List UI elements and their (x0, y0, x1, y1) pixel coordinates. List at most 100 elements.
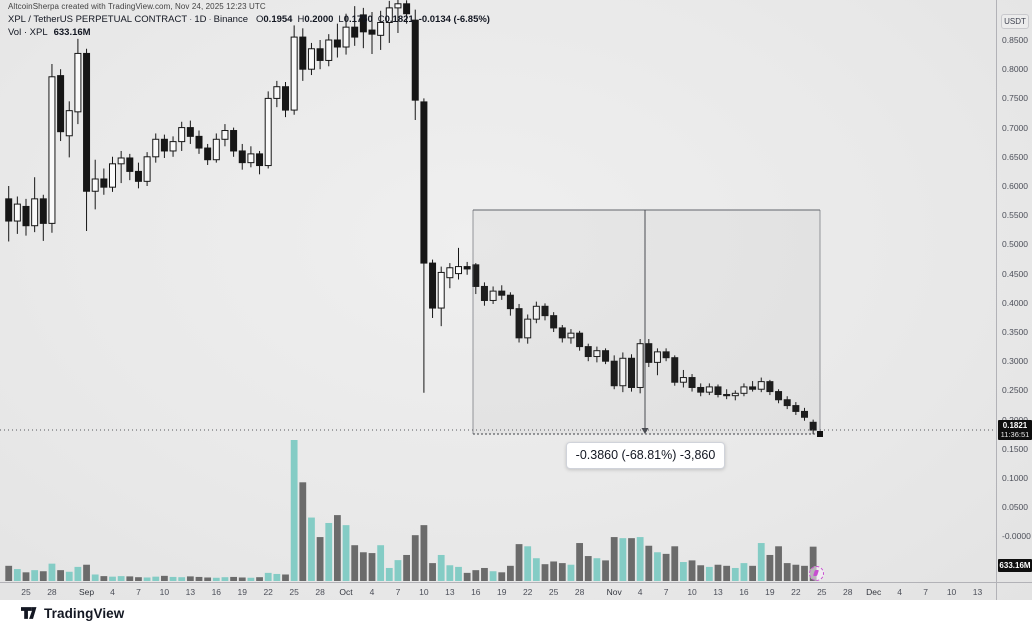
time-axis-label: 22 (791, 587, 801, 597)
candle-body: Oct 18 O0.404 H0.428 L0.398 C0.42 (489, 290, 497, 301)
currency-unit-button[interactable]: USDT (1001, 14, 1029, 29)
candle-body: Nov 8 O0.306 H0.31 L0.258 C0.264 (671, 357, 679, 383)
volume-bar: Nov 18 vol 700M (757, 543, 765, 581)
tradingview-logo[interactable]: TradingView (19, 605, 124, 621)
measure-handle[interactable] (817, 431, 823, 437)
candle-body: Oct 12 O0.391 H0.462 L0.36 C0.452 (437, 271, 445, 309)
candle-body: Sep 29 O0.815 H0.86 L0.805 C0.85 (325, 39, 333, 61)
reaction-sticker-icon[interactable] (809, 566, 824, 581)
time-axis-label: 10 (946, 587, 957, 597)
volume-bar: Sep 22 vol 150M (264, 572, 272, 581)
candle-body: Sep 7 O0.625 H0.64 L0.596 C0.608 (134, 170, 142, 182)
candle-body: Nov 14 O0.243 H0.252 L0.235 C0.241 (723, 393, 731, 397)
time-axis-label: 22 (522, 587, 533, 597)
volume-bar: Oct 15 vol 150M (463, 572, 471, 581)
tradingview-logo-icon (21, 607, 37, 619)
volume-bar: Nov 5 vol 650M (645, 545, 653, 581)
candle-body: Nov 13 O0.256 H0.26 L0.238 C0.243 (714, 386, 722, 395)
volume-bar: Aug 31 vol 260M (74, 566, 82, 581)
volume-bar: Aug 27 vol 180M (39, 571, 47, 581)
candle-body: Oct 20 O0.413 H0.418 L0.378 C0.39 (506, 294, 514, 310)
candle-body: Sep 21 O0.655 H0.66 L0.62 C0.635 (256, 153, 264, 167)
price-range-measure-tool[interactable] (472, 209, 823, 437)
time-axis-label: 10 (419, 587, 429, 597)
volume-bar: Nov 19 vol 480M (766, 554, 774, 581)
time-axis-label: 4 (637, 587, 643, 597)
volume-bar: Sep 15 vol 65M (204, 577, 212, 582)
volume-bar: Oct 20 vol 280M (507, 565, 514, 581)
volume-bar: Aug 24 vol 220M (13, 569, 21, 581)
time-axis-label: 4 (897, 587, 903, 597)
candle-body: Oct 9 O0.884 H0.902 L0.713 C0.747 (411, 19, 419, 101)
volume-bar: Nov 7 vol 500M (662, 553, 670, 581)
time-axis-label: 13 (713, 587, 723, 597)
volume-bar: Sep 8 vol 65M (143, 577, 151, 582)
volume-bar: Oct 14 vol 260M (455, 566, 462, 581)
candle-body: Oct 13 O0.443 H0.468 L0.425 C0.46 (446, 267, 454, 279)
candle-body: Sep 10 O0.68 H0.688 L0.648 C0.66 (160, 138, 168, 152)
price-chart-canvas[interactable]: Aug 23 vol 280MAug 24 vol 220MAug 25 vol… (0, 0, 996, 582)
price-axis-label: 0.5500 (1002, 210, 1028, 221)
candle-body: Oct 3 O0.893 H0.905 L0.836 C0.864 (359, 14, 367, 33)
candlestick-layer: Aug 23 O0.578 H0.6 L0.505 C0.54Aug 24 O0… (5, 0, 817, 435)
candle-body: Aug 25 O0.565 H0.578 L0.515 C0.532 (22, 205, 30, 227)
measure-rect-fill[interactable] (473, 210, 820, 434)
time-axis-label: 7 (395, 587, 401, 597)
candle-body: Oct 17 O0.428 H0.435 L0.395 C0.404 (480, 285, 488, 301)
chart-pane[interactable]: Aug 23 vol 280MAug 24 vol 220MAug 25 vol… (0, 0, 1032, 600)
volume-bar: Nov 9 vol 350M (680, 562, 687, 581)
candle-body: Sep 4 O0.598 H0.65 L0.59 C0.638 (109, 163, 116, 188)
candle-body: Oct 14 O0.45 H0.494 L0.44 C0.462 (455, 266, 462, 275)
volume-bar: Sep 17 vol 70M (221, 577, 229, 581)
price-axis-label: 0.0500 (1002, 502, 1028, 513)
volume-bar: Oct 25 vol 360M (550, 561, 558, 581)
tradingview-logo-text: TradingView (44, 605, 125, 621)
volume-bar: Nov 12 vol 260M (705, 566, 713, 581)
volume-bar: Aug 23 vol 280M (5, 565, 13, 581)
volume-bar: Oct 9 vol 845M (411, 535, 419, 581)
candle-body: Sep 3 O0.612 H0.63 L0.585 C0.598 (100, 178, 108, 188)
candle-body: Sep 14 O0.685 H0.695 L0.655 C0.665 (195, 135, 203, 149)
price-axis-label: 0.5000 (1002, 239, 1028, 250)
volume-bar: Sep 9 vol 80M (152, 576, 160, 581)
volume-bar: Sep 23 vol 130M (273, 573, 281, 581)
volume-bar: Nov 8 vol 640M (671, 546, 679, 581)
candle-body: Oct 10 O0.744 H0.75 L0.246 C0.468 (420, 101, 428, 264)
candle-body: Sep 6 O0.648 H0.655 L0.61 C0.625 (126, 157, 134, 172)
volume-bar: Sep 2 vol 120M (91, 574, 99, 581)
volume-bar: Sep 21 vol 70M (256, 577, 263, 581)
candle-body: Nov 17 O0.256 H0.266 L0.248 C0.252 (749, 386, 757, 390)
candle-body: Nov 1 O0.3 H0.31 L0.252 C0.258 (610, 360, 618, 387)
measure-result-label[interactable]: -0.3860 (-68.81%) -3,860 (566, 442, 725, 469)
time-axis-label: 25 (548, 587, 559, 597)
volume-bar: Oct 23 vol 420M (532, 558, 540, 581)
candle-body: Aug 30 O0.686 H0.745 L0.649 C0.729 (65, 110, 73, 137)
volume-bar: Nov 17 vol 280M (749, 565, 756, 581)
volume-bar: Oct 8 vol 480M (403, 554, 410, 581)
time-axis[interactable]: 25 28 Sep 4 7 10 13 16 19 22 25 28 Oct 4 7 10 13 16 19 22 25… (0, 582, 1032, 600)
volume-bar: Nov 23 vol 280M (801, 565, 808, 581)
candle-body: Sep 13 O0.7 H0.712 L0.672 C0.685 (186, 127, 194, 137)
volume-bar: Nov 24 vol 633.16M (809, 546, 817, 581)
time-axis-label: 25 (817, 587, 827, 597)
volume-bar: Nov 15 vol 240M (731, 567, 739, 581)
candle-body: Oct 28 O0.348 H0.352 L0.318 C0.325 (576, 332, 584, 348)
candle-body: Oct 24 O0.394 H0.399 L0.37 C0.378 (541, 305, 549, 317)
candle-body: Oct 7 O0.905 H0.92 L0.862 C0.912 (394, 3, 402, 9)
bar-close-countdown: 11:36:51 (1000, 430, 1030, 440)
candle-body: Nov 6 O0.298 H0.322 L0.276 C0.316 (653, 351, 661, 363)
candle-body: Sep 9 O0.65 H0.69 L0.64 C0.68 (152, 138, 160, 158)
price-axis-label: 0.1500 (1002, 443, 1028, 454)
candle-body: Sep 27 O0.8 H0.845 L0.79 C0.835 (307, 48, 315, 70)
price-axis-label: -0.0000 (1002, 531, 1031, 542)
time-axis-label: 10 (687, 587, 697, 597)
volume-bar: Sep 13 vol 85M (186, 576, 194, 581)
volume-bar: Oct 22 vol 640M (524, 546, 532, 581)
candle-body: Nov 2 O0.258 H0.315 L0.247 C0.305 (619, 357, 627, 387)
price-axis-label: 0.4500 (1002, 268, 1028, 279)
candle-body: Oct 19 O0.42 H0.43 L0.405 C0.413 (498, 290, 506, 296)
volume-bar: Oct 16 vol 200M (472, 570, 480, 581)
price-axis-label: 0.4000 (1002, 297, 1028, 308)
time-axis-label: 7 (136, 587, 141, 597)
price-axis[interactable]: USDT 0.8500 0.8000 0.7500 0.7000 0.6500 0.600… (996, 0, 1032, 600)
